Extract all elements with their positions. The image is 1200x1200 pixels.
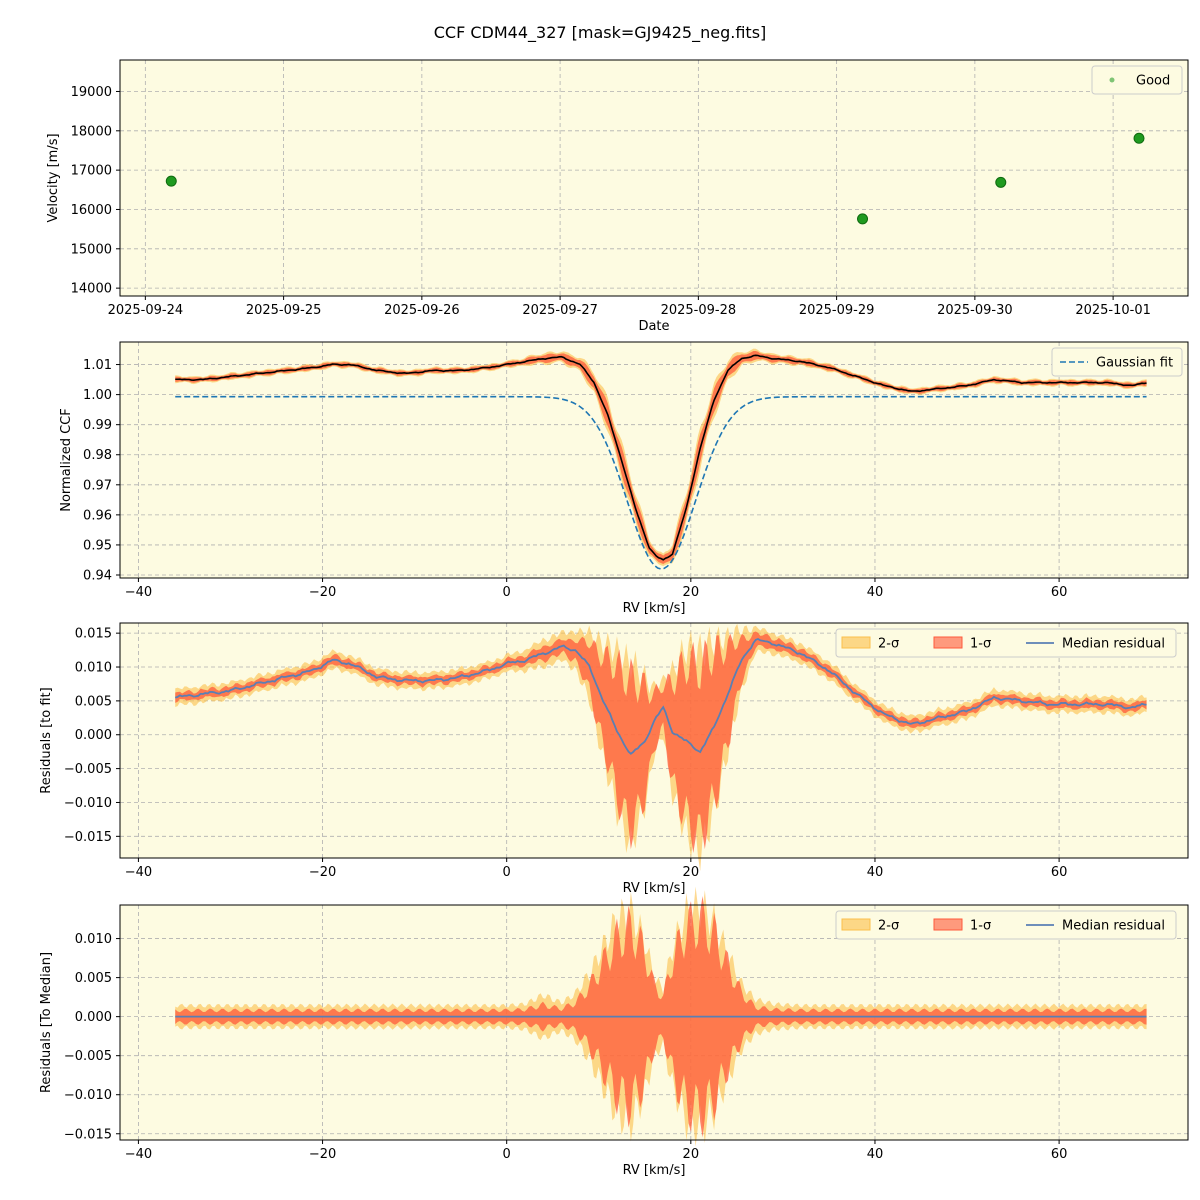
panel-4-ytick-label: 0.010: [75, 932, 112, 947]
panel-1-legend: [1091, 65, 1183, 95]
panel-3-xtick-label: 20: [683, 865, 700, 880]
panel-1-ylabel: Velocity [m/s]: [46, 133, 61, 222]
panel-2-xtick-label: 40: [867, 585, 884, 600]
panel-2-legend: [1051, 347, 1183, 377]
panel-4-xlabel: RV [km/s]: [623, 1163, 686, 1178]
ccf-line: [175, 354, 1147, 561]
panel-1-ytick-label: 16000: [71, 203, 112, 218]
gaussian-fit-line: [175, 395, 1147, 570]
panel-1-xtick-label: 2025-09-26: [384, 303, 460, 318]
panel-4-xtick-label: −20: [309, 1147, 336, 1162]
panel-1-legend-label: Good: [1136, 74, 1170, 89]
panel-2-plot-area: [120, 342, 1188, 578]
panel-3-xtick-label: −20: [309, 865, 336, 880]
panel-3-legend: [835, 628, 1177, 658]
panel-4-legend: [835, 910, 1177, 940]
panel-1-xtick-label: 2025-09-29: [799, 303, 875, 318]
panel-1-xtick-label: 2025-09-30: [937, 303, 1013, 318]
panel-1-xtick-label: 2025-09-25: [246, 303, 322, 318]
panel-3-xtick-label: 0: [503, 865, 511, 880]
panel-4-xtick-label: 60: [1051, 1147, 1068, 1162]
panel-1-xtick-label: 2025-09-28: [661, 303, 737, 318]
panel-3-ytick-label: −0.015: [64, 830, 112, 845]
panel-3-legend-median-label: Median residual: [1062, 637, 1165, 652]
panel-3-ytick-label: 0.005: [75, 694, 112, 709]
panel-3-ytick-label: −0.005: [64, 762, 112, 777]
panel-3-legend-2sigma-label: 2-σ: [878, 637, 899, 652]
panel-3-ytick-label: 0.015: [75, 627, 112, 642]
panel-4-ytick-label: 0.000: [75, 1010, 112, 1025]
panel-3-xtick-label: −40: [125, 865, 152, 880]
panel-4-legend-median-label: Median residual: [1062, 919, 1165, 934]
panel-4-frame: [119, 904, 1189, 1141]
panel-2-ylabel: Normalized CCF: [59, 408, 74, 512]
panel-2-xtick-label: −40: [125, 585, 152, 600]
panel-2: −40 −20 0 20 40 60 0.94 0.95 0.96 0.97 0.98 0.99 1.0…: [59, 341, 1189, 616]
panel-1-legend-marker: [1109, 77, 1115, 83]
panels: 2025-09-24 2025-09-25 2025-09-26 2025-09-27…: [39, 59, 1189, 1178]
panel-3-ytick-label: 0.000: [75, 728, 112, 743]
panel-3-legend-2sigma-swatch: [841, 636, 871, 649]
panel-1-plot-area: [120, 60, 1188, 296]
panel-4-legend-2sigma-label: 2-σ: [878, 919, 899, 934]
panel-1-ytick-label: 14000: [71, 282, 112, 297]
panel-2-xtick-label: 20: [683, 585, 700, 600]
velocity-point: [165, 175, 177, 187]
panel-2-ytick-label: 0.96: [83, 508, 112, 523]
panel-3: −40 −20 0 20 40 60 −0.015 −0.010 −0.005 0.000 0.00…: [39, 622, 1189, 896]
panel-3-ytick-label: −0.010: [64, 796, 112, 811]
panel-2-frame: [119, 341, 1189, 579]
panel-3-xlabel: RV [km/s]: [623, 881, 686, 896]
panel-1-ytick-label: 18000: [71, 124, 112, 139]
panel-4-xtick-label: 40: [867, 1147, 884, 1162]
panel-4-ytick-label: −0.015: [64, 1127, 112, 1142]
panel-2-xlabel: RV [km/s]: [623, 601, 686, 616]
panel-1-xtick-label: 2025-09-24: [108, 303, 184, 318]
panel-3-legend-1sigma-label: 1-σ: [970, 637, 991, 652]
panel-4-ytick-label: −0.005: [64, 1049, 112, 1064]
panel-2-ytick-label: 0.98: [83, 448, 112, 463]
panel-2-ytick-label: 0.94: [83, 568, 112, 583]
panel-3-xtick-label: 40: [867, 865, 884, 880]
panel-3-median-line: [174, 637, 1147, 755]
panel-4-xtick-label: 20: [683, 1147, 700, 1162]
panel-4-ytick-label: −0.010: [64, 1088, 112, 1103]
panel-4-ytick-label: 0.005: [75, 971, 112, 986]
panel-1: 2025-09-24 2025-09-25 2025-09-26 2025-09-27…: [46, 59, 1189, 334]
panel-4-legend-2sigma-swatch: [841, 918, 871, 931]
panel-3-legend-1sigma-swatch: [933, 636, 963, 649]
velocity-point: [1133, 132, 1145, 144]
velocity-point: [995, 176, 1007, 188]
panel-2-legend-label: Gaussian fit: [1096, 356, 1173, 371]
panel-3-ytick-label: 0.010: [75, 661, 112, 676]
panel-3-frame: [119, 622, 1189, 859]
panel-2-ytick-label: 1.01: [83, 358, 112, 373]
panel-1-ytick-label: 17000: [71, 164, 112, 179]
panel-4-ylabel: Residuals [To Median]: [39, 952, 54, 1093]
panel-1-xtick-label: 2025-09-27: [522, 303, 598, 318]
velocity-point: [857, 213, 869, 225]
panel-4-xtick-label: −40: [125, 1147, 152, 1162]
panel-2-xtick-label: −20: [309, 585, 336, 600]
panel-2-ytick-label: 0.97: [83, 478, 112, 493]
panel-1-frame: [119, 59, 1189, 297]
panel-1-xtick-label: 2025-10-01: [1075, 303, 1151, 318]
figure-title: CCF CDM44_327 [mask=GJ9425_neg.fits]: [434, 23, 767, 43]
panel-2-ytick-label: 0.95: [83, 538, 112, 553]
panel-4-xtick-label: 0: [503, 1147, 511, 1162]
panel-1-ytick-label: 15000: [71, 242, 112, 257]
panel-4-legend-1sigma-label: 1-σ: [970, 919, 991, 934]
panel-3-xtick-label: 60: [1051, 865, 1068, 880]
panel-2-xtick-label: 60: [1051, 585, 1068, 600]
panel-1-xlabel: Date: [638, 319, 669, 334]
panel-2-ytick-label: 1.00: [83, 388, 112, 403]
panel-3-2sigma-band: [175, 623, 1147, 872]
panel-1-ytick-label: 19000: [71, 85, 112, 100]
panel-2-xtick-label: 0: [503, 585, 511, 600]
panel-2-ytick-label: 0.99: [83, 418, 112, 433]
panel-4: −40 −20 0 20 40 60 −0.015 −0.010 −0.005 0.000 0.00…: [39, 886, 1189, 1178]
panel-3-ylabel: Residuals [to fit]: [39, 687, 54, 793]
panel-4-legend-1sigma-swatch: [933, 918, 963, 931]
